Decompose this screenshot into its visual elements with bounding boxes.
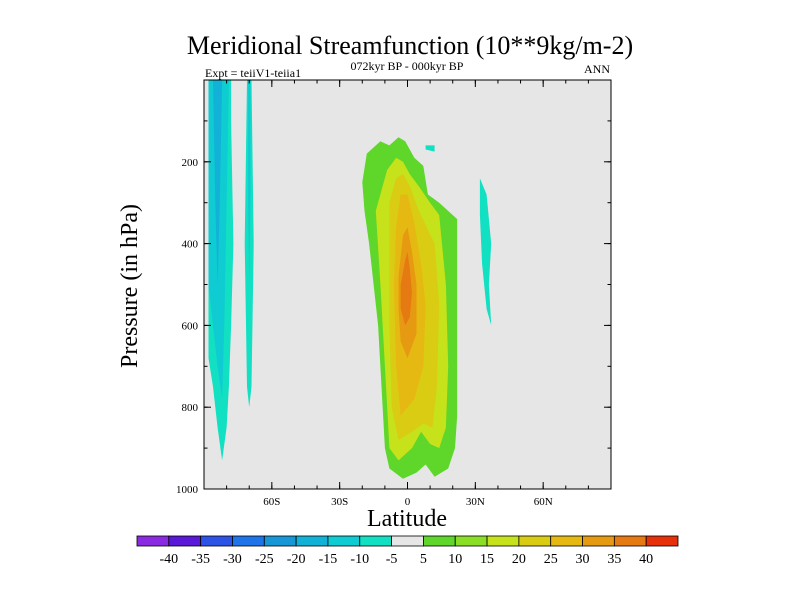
contour-fills: [208, 80, 492, 479]
y-tick-label: 600: [182, 320, 199, 332]
subtitle-period: 072kyr BP - 000kyr BP: [351, 59, 464, 73]
colorbar-label: -35: [191, 552, 210, 567]
colorbar-swatch: [423, 535, 456, 547]
y-tick-label: 1000: [176, 484, 199, 496]
colorbar-swatch: [645, 535, 679, 547]
contour-neg-strip-inner: [248, 80, 251, 285]
colorbar-label: -5: [386, 552, 398, 567]
colorbar-label: -10: [350, 552, 369, 567]
colorbar-label: 30: [576, 552, 590, 567]
colorbar-label: 40: [639, 552, 653, 567]
colorbar-label: -25: [255, 552, 274, 567]
colorbar-label: -40: [159, 552, 178, 567]
contour-neg-nh: [479, 178, 492, 326]
x-tick-label: 60N: [534, 496, 553, 508]
y-tick-label: 200: [182, 157, 199, 169]
y-axis-label: Pressure (in hPa): [117, 204, 143, 368]
colorbar-label: 5: [420, 552, 427, 567]
colorbar-label: 35: [607, 552, 621, 567]
colorbar-label: 10: [448, 552, 462, 567]
colorbar-label: 15: [480, 552, 494, 567]
colorbar: -40 -35 -30 -25 -20 -15 -10 -5 5 10 15 20 25 30 35 40: [136, 535, 679, 567]
plot-area: 60S 30S 0 30N 60N 200 400 600 800 1000: [176, 79, 612, 508]
colorbar-swatch: [486, 535, 520, 547]
colorbar-swatch: [550, 535, 583, 547]
colorbar-swatch: [295, 535, 329, 547]
colorbar-swatch: [200, 535, 233, 547]
y-tick-label: 800: [182, 402, 199, 414]
subtitle-season: ANN: [584, 62, 610, 76]
y-axis-ticks: 200 400 600 800 1000: [176, 79, 611, 496]
x-tick-label: 30S: [331, 496, 348, 508]
contour-neg-inner-b: [213, 80, 223, 285]
x-axis-ticks: 60S 30S 0 30N 60N: [203, 80, 612, 508]
colorbar-swatch: [327, 535, 361, 547]
y-tick-label: 400: [182, 239, 199, 251]
colorbar-label: -30: [223, 552, 242, 567]
colorbar-swatch: [136, 535, 170, 547]
contour-pos-30: [400, 251, 412, 326]
colorbar-swatch: [582, 535, 615, 547]
x-tick-label: 60S: [263, 496, 280, 508]
colorbar-label: 25: [544, 552, 558, 567]
colorbar-swatch: [263, 535, 297, 547]
colorbar-swatch: [613, 535, 647, 547]
contour-neg-small: [425, 145, 435, 152]
colorbar-swatch: [391, 535, 424, 547]
colorbar-swatch: [454, 535, 488, 547]
colorbar-swatch: [168, 535, 202, 547]
colorbar-label: -20: [287, 552, 306, 567]
colorbar-label: -15: [319, 552, 338, 567]
subtitle-expt: Expt = teiiV1-teiia1: [205, 66, 301, 80]
x-tick-label: 0: [405, 496, 411, 508]
colorbar-label: 20: [512, 552, 526, 567]
chart-title: Meridional Streamfunction (10**9kg/m-2): [187, 31, 633, 60]
colorbar-swatch: [518, 535, 552, 547]
x-tick-label: 30N: [466, 496, 485, 508]
colorbar-swatch: [359, 535, 392, 547]
x-axis-label: Latitude: [367, 506, 447, 532]
colorbar-swatch: [232, 535, 265, 547]
